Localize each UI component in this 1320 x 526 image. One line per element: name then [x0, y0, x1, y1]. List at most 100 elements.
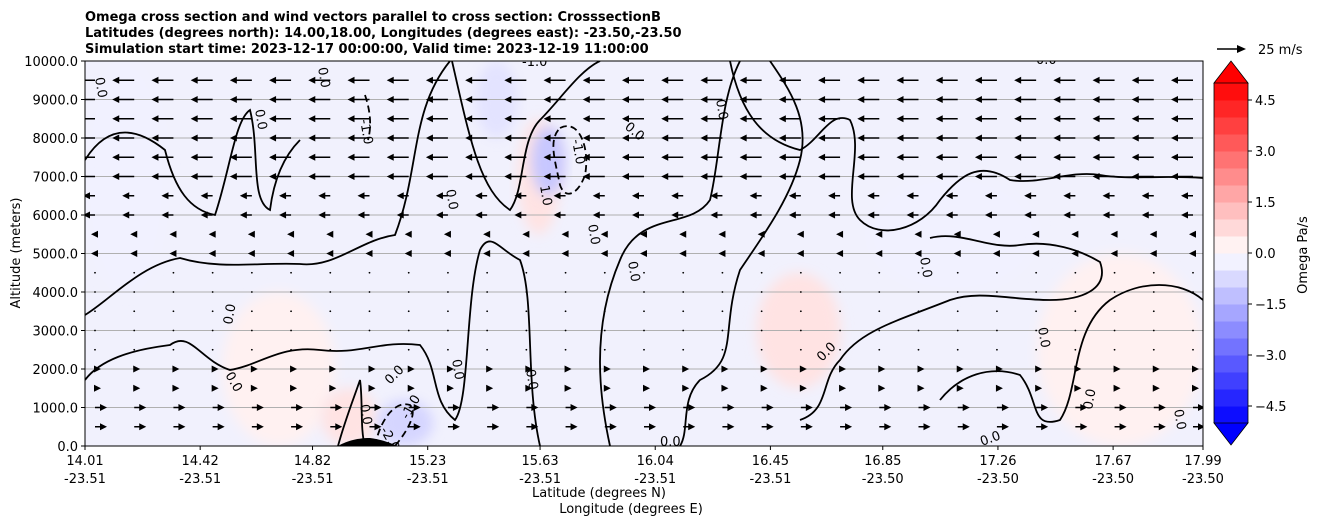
title-line-2: Latitudes (degrees north): 14.00,18.00, …: [85, 26, 682, 41]
contour-neg1-1: [552, 125, 588, 195]
wind-vector: [329, 271, 332, 274]
wind-vector-head: [329, 365, 337, 373]
wind-vector-head: [407, 384, 415, 392]
colorbar-extend-max: [1213, 60, 1249, 84]
x-axis: 14.01 -23.51 14.42 -23.51 14.82 -23.51 15.23 -2…: [64, 446, 1224, 487]
wind-vector: [564, 271, 567, 274]
wind-vector-head: [570, 423, 578, 431]
wind-vector-head: [1113, 384, 1121, 392]
wind-vector-head: [1181, 192, 1188, 200]
wind-vector-head: [290, 384, 298, 392]
colorbar-level: [1214, 134, 1248, 152]
wind-vector: [329, 329, 332, 332]
wind-vector-head: [1131, 96, 1139, 103]
wind-vector: [643, 291, 645, 293]
wind-vector-head: [269, 96, 277, 103]
wind-vector: [1192, 310, 1194, 313]
wind-vector: [250, 271, 253, 274]
wind-vector-head: [839, 384, 847, 392]
wind-vector-head: [914, 230, 922, 238]
colorbar-level: [1214, 100, 1248, 118]
wind-vector-head: [1092, 134, 1100, 142]
wind-vector-head: [1074, 384, 1082, 392]
wind-vector-head: [778, 115, 786, 123]
wind-vector: [564, 329, 567, 332]
wind-vector-head: [446, 365, 454, 373]
wind-vector: [447, 271, 449, 274]
wind-vector-head: [318, 192, 326, 200]
wind-vector: [1192, 329, 1194, 332]
wind-vector-head: [1001, 404, 1009, 411]
wind-vector-head: [446, 384, 454, 392]
wind-vector-head: [1035, 365, 1043, 373]
contour-label: -1.0: [522, 55, 547, 70]
wind-vector-head: [1071, 230, 1079, 238]
wind-vector-head: [504, 134, 512, 142]
wind-vector: [917, 348, 920, 351]
wind-vector-head: [778, 76, 786, 84]
wind-vector: [211, 271, 214, 274]
wind-vector-head: [465, 115, 473, 123]
wind-vector: [211, 329, 214, 332]
wind-vector: [133, 271, 136, 274]
wind-vector-head: [1119, 404, 1127, 411]
x-tick-label-lat: 16.04: [637, 454, 674, 469]
wind-vector-head: [435, 211, 443, 219]
wind-vector-head: [622, 96, 629, 103]
wind-vector-head: [778, 173, 786, 180]
wind-vector: [525, 329, 528, 332]
wind-vector: [721, 271, 724, 274]
wind-vector: [1152, 348, 1155, 351]
wind-vector-head: [452, 423, 460, 431]
contour-label: 0.0: [1034, 326, 1052, 349]
wind-vector: [603, 271, 606, 274]
wind-vector-head: [100, 423, 107, 431]
wind-vector-head: [386, 153, 394, 161]
contour-zero-6: [679, 61, 804, 446]
contour-label: 0.0: [1170, 408, 1188, 431]
wind-vector-head: [760, 365, 768, 373]
wind-vector-head: [788, 211, 796, 219]
wind-vector-head: [739, 76, 747, 84]
wind-vector-head: [643, 384, 650, 392]
wind-vector: [447, 291, 449, 293]
wind-vector-head: [1152, 384, 1160, 392]
wind-vector-head: [857, 153, 865, 161]
wind-vector-head: [543, 96, 551, 103]
wind-vector-head: [386, 115, 394, 123]
wind-vector: [643, 348, 645, 351]
wind-vector: [211, 310, 214, 313]
wind-vector-head: [308, 173, 316, 180]
wind-vector-head: [365, 250, 373, 257]
wind-vector: [1035, 329, 1038, 332]
colorbar-level: [1214, 270, 1248, 288]
wind-vector-head: [425, 134, 433, 142]
wind-vector-head: [1014, 153, 1022, 161]
contour-zero-10: [337, 379, 366, 446]
wind-vector-head: [475, 211, 483, 219]
wind-vector-head: [700, 153, 708, 161]
wind-vector-head: [945, 192, 953, 200]
wind-vector-head: [504, 115, 512, 123]
wind-vector-head: [326, 250, 334, 257]
colorbar-tick-label: −4.5: [1255, 400, 1287, 415]
wind-vector-head: [582, 153, 590, 161]
wind-vector-head: [682, 384, 690, 392]
wind-vector-head: [1149, 250, 1157, 257]
colorbar: 4.5 3.0 1.5 0.0 −1.5 −3.0 −4.5: [1213, 60, 1287, 446]
wind-vector-head: [974, 115, 982, 123]
wind-vector: [799, 271, 802, 274]
wind-vector: [1074, 291, 1077, 293]
wind-vector: [407, 329, 410, 332]
wind-vector-head: [643, 365, 650, 373]
wind-vector-head: [718, 250, 726, 257]
contour-zero-8: [799, 235, 1103, 421]
wind-vector-head: [335, 423, 343, 431]
colorbar-tick-label: −1.5: [1255, 298, 1287, 313]
wind-vector: [250, 310, 253, 313]
wind-vector-head: [413, 423, 421, 431]
wind-vector-head: [91, 230, 98, 238]
wind-vector-head: [836, 230, 844, 238]
wind-vector-head: [374, 423, 382, 431]
wind-vector-head: [992, 250, 1000, 257]
